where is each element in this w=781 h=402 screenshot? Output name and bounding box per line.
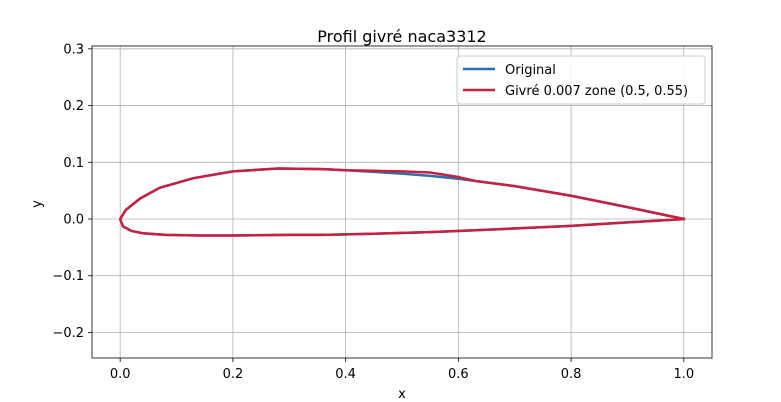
- legend-label-givre: Givré 0.007 zone (0.5, 0.55): [505, 84, 688, 99]
- y-tick-label: −0.2: [52, 326, 84, 341]
- series-line-givre: [118, 167, 686, 237]
- y-tick-label: 0.1: [63, 156, 84, 171]
- x-tick-label: 0.4: [335, 367, 356, 382]
- y-tick-label: 0.0: [63, 213, 84, 228]
- plot-frame: [91, 45, 713, 359]
- legend: Original Givré 0.007 zone (0.5, 0.55): [456, 55, 706, 105]
- y-axis-label: y: [30, 200, 45, 208]
- chart-title: Profil givré naca3312: [317, 27, 486, 46]
- axis-ticks: 0.0 0.2 0.4 0.6 0.8 1.0 −0.2 −0.1 0.0 0.1 0.2 0.3: [52, 42, 694, 382]
- x-tick-label: 0.2: [223, 367, 244, 382]
- x-tick-label: 0.6: [448, 367, 469, 382]
- y-tick-label: 0.3: [63, 42, 84, 57]
- x-tick-label: 1.0: [673, 367, 694, 382]
- x-axis-label: x: [398, 387, 406, 402]
- y-tick-label: 0.2: [63, 99, 84, 114]
- x-tick-label: 0.0: [110, 367, 131, 382]
- y-tick-label: −0.1: [52, 269, 84, 284]
- x-tick-label: 0.8: [561, 367, 582, 382]
- series-layer: [118, 167, 686, 237]
- grid: [92, 46, 712, 358]
- legend-label-original: Original: [505, 63, 556, 78]
- legend-box: [456, 55, 706, 105]
